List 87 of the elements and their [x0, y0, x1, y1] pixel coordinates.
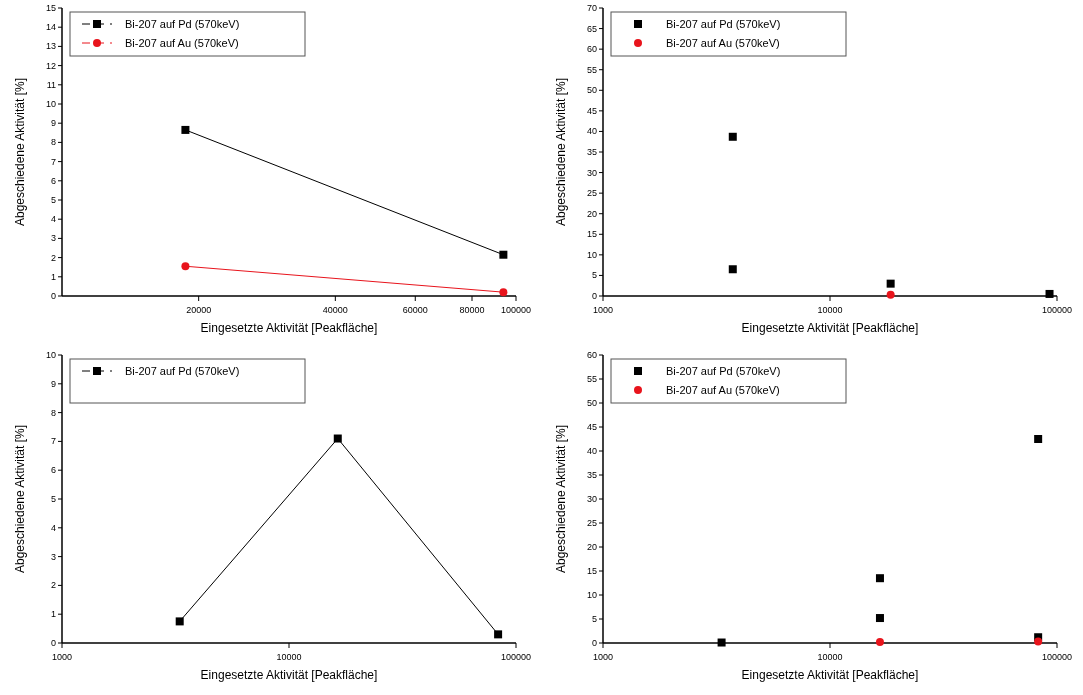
y-tick-label: 0 [50, 291, 56, 301]
y-tick-label: 10 [586, 590, 597, 600]
y-tick-label: 45 [586, 422, 597, 432]
x-tick-label: 20000 [186, 305, 212, 315]
y-tick-label: 11 [46, 79, 56, 90]
legend-label: Bi-207 auf Pd (570keV) [666, 365, 781, 377]
x-tick-label: 10000 [817, 305, 843, 315]
y-tick-label: 1 [50, 609, 56, 620]
y-axis-title: Abgeschiedene Aktivität [%] [13, 424, 27, 574]
y-tick-label: 70 [586, 3, 597, 13]
y-tick-label: 10 [45, 350, 56, 360]
y-axis-title: Abgeschiedene Aktivität [%] [554, 77, 568, 227]
y-tick-label: 3 [50, 551, 56, 562]
x-tick-label: 60000 [402, 305, 428, 315]
y-tick-label: 9 [50, 118, 56, 129]
y-tick-label: 60 [586, 350, 597, 360]
y-tick-label: 6 [50, 175, 56, 186]
y-tick-label: 9 [50, 378, 56, 389]
legend-label: Bi-207 auf Au (570keV) [666, 384, 780, 396]
x-tick-label: 1000 [592, 652, 614, 662]
x-tick-label: 100000 [500, 305, 532, 315]
y-tick-label: 50 [586, 398, 597, 408]
y-tick-label: 2 [50, 580, 56, 591]
y-tick-label: 4 [50, 214, 56, 225]
y-tick-label: 5 [591, 614, 597, 624]
x-axis-title: Eingesetzte Aktivität [Peakfläche] [200, 321, 378, 335]
legend-label: Bi-207 auf Pd (570keV) [666, 18, 781, 30]
y-axis-title: Abgeschiedene Aktivität [%] [13, 77, 27, 227]
y-tick-label: 40 [586, 126, 597, 137]
y-tick-label: 30 [586, 494, 597, 504]
point [175, 617, 184, 626]
x-tick-label: 1000 [592, 305, 614, 315]
y-tick-label: 7 [50, 156, 56, 167]
x-tick-label: 100000 [1041, 652, 1073, 662]
x-tick-label: 1000 [51, 652, 73, 662]
y-tick-label: 55 [586, 64, 597, 75]
x-tick-label: 40000 [322, 305, 348, 315]
y-tick-label: 0 [591, 291, 597, 301]
y-tick-label: 3 [50, 233, 56, 244]
x-tick-label: 100000 [500, 652, 532, 662]
y-tick-label: 45 [586, 105, 597, 116]
x-tick-label: 10000 [817, 652, 843, 662]
y-tick-label: 14 [45, 22, 56, 33]
y-tick-label: 55 [586, 374, 597, 384]
y-tick-label: 50 [586, 85, 597, 96]
x-tick-label: 100000 [1041, 305, 1073, 315]
x-axis-title: Eingesetzte Aktivität [Peakfläche] [741, 321, 919, 335]
point [494, 630, 503, 639]
y-tick-label: 60 [586, 44, 597, 55]
y-tick-label: 10 [45, 99, 56, 109]
y-tick-label: 40 [586, 446, 597, 456]
legend-label: Bi-207 auf Au (570keV) [666, 37, 780, 49]
y-tick-label: 8 [50, 137, 56, 148]
x-tick-label: 80000 [459, 305, 485, 315]
y-tick-label: 35 [586, 470, 597, 480]
y-tick-label: 8 [50, 407, 56, 418]
y-tick-label: 15 [45, 3, 56, 13]
y-tick-label: 15 [586, 566, 597, 576]
legend-label: Bi-207 auf Au (570keV) [125, 37, 239, 49]
y-tick-label: 10 [586, 249, 597, 260]
x-axis-title: Eingesetzte Aktivität [Peakfläche] [741, 668, 919, 682]
x-tick-label: 10000 [276, 652, 302, 662]
y-tick-label: 7 [50, 436, 56, 447]
y-tick-label: 30 [586, 167, 597, 178]
y-tick-label: 0 [591, 638, 597, 648]
y-tick-label: 5 [50, 494, 56, 504]
y-tick-label: 0 [50, 638, 56, 648]
point [333, 434, 342, 443]
legend-label: Bi-207 auf Pd (570keV) [125, 18, 240, 30]
y-tick-label: 4 [50, 522, 56, 533]
y-tick-label: 13 [45, 41, 56, 52]
x-axis-title: Eingesetzte Aktivität [Peakfläche] [200, 668, 378, 682]
y-tick-label: 20 [586, 542, 597, 552]
y-axis-title: Abgeschiedene Aktivität [%] [554, 424, 568, 574]
y-tick-label: 65 [586, 23, 597, 34]
y-tick-label: 20 [586, 208, 597, 219]
y-tick-label: 5 [591, 270, 597, 281]
y-tick-label: 15 [586, 229, 597, 240]
y-tick-label: 6 [50, 465, 56, 476]
y-tick-label: 35 [586, 147, 597, 157]
y-tick-label: 1 [50, 271, 56, 282]
y-tick-label: 2 [50, 252, 56, 263]
y-tick-label: 12 [45, 60, 56, 71]
y-tick-label: 25 [586, 518, 597, 528]
y-tick-label: 5 [50, 195, 56, 205]
y-tick-label: 25 [586, 188, 597, 199]
legend-label: Bi-207 auf Pd (570keV) [125, 365, 240, 377]
